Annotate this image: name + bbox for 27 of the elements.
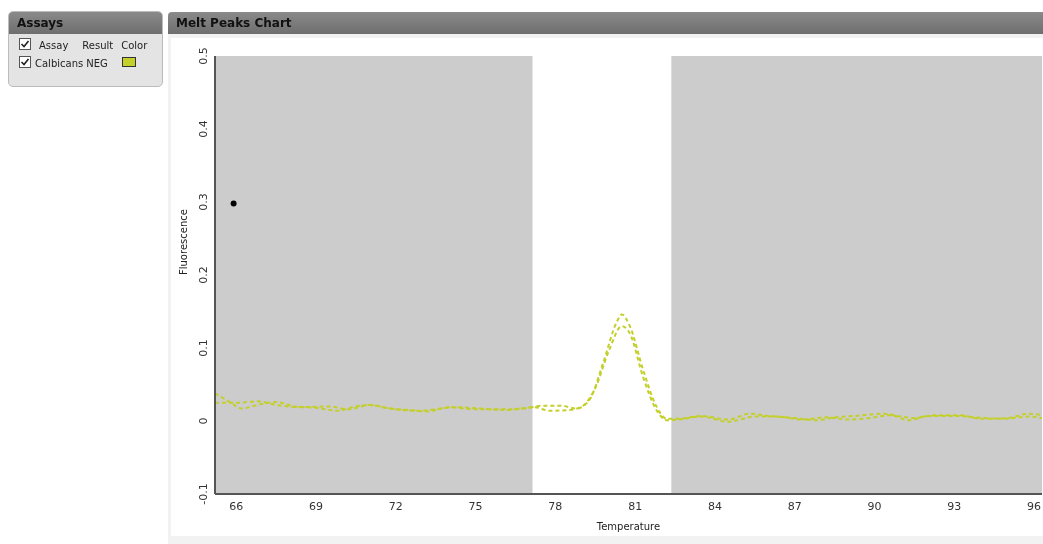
x-tick-label: 69: [309, 499, 324, 513]
y-tick-label: 0.5: [197, 47, 210, 65]
x-tick-label: 78: [548, 499, 563, 513]
x-tick-label: 90: [867, 499, 882, 513]
y-axis-title: Fluorescence: [177, 209, 189, 275]
x-tick-label: 87: [787, 499, 802, 513]
text: Calbicans: [35, 58, 84, 69]
y-tick-label: 0.3: [197, 193, 210, 211]
text: Color: [121, 40, 148, 51]
y-tick-label: 0.2: [197, 266, 210, 284]
x-tick-label: 84: [707, 499, 722, 513]
x-tick-label: 96: [1027, 499, 1042, 513]
x-tick-label: 81: [628, 499, 643, 513]
x-tick-label: 66: [229, 499, 244, 513]
x-tick-label: 93: [947, 499, 962, 513]
text: Assay: [39, 40, 69, 51]
text: Result: [82, 40, 114, 51]
x-axis-title: Temperature: [595, 521, 661, 532]
text: NEG: [86, 58, 108, 69]
y-tick-label: 0: [197, 417, 210, 425]
y-tick-label: 0.1: [197, 339, 210, 357]
x-tick-label: 72: [388, 499, 403, 513]
chart-title: Melt Peaks Chart: [168, 12, 1043, 34]
text: Assays: [9, 12, 162, 34]
x-tick-label: 75: [468, 499, 483, 513]
y-tick-label: 0.4: [197, 120, 210, 138]
y-tick-label: -0.1: [197, 483, 210, 505]
